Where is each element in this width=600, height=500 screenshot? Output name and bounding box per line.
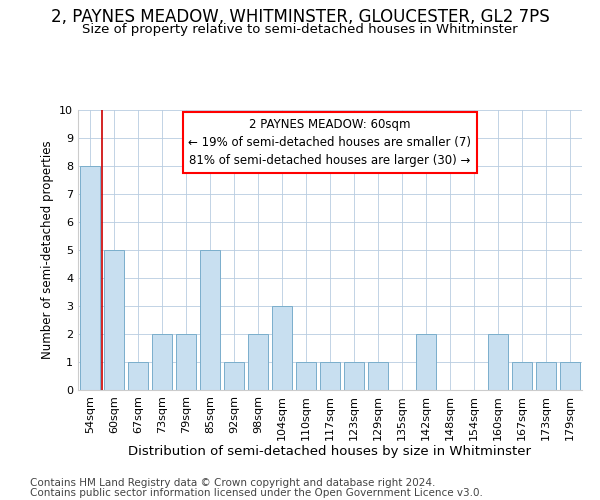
Bar (416, 334, 436, 390)
Bar (344, 362, 364, 390)
Text: 2 PAYNES MEADOW: 60sqm
← 19% of semi-detached houses are smaller (7)
81% of semi: 2 PAYNES MEADOW: 60sqm ← 19% of semi-det… (188, 118, 472, 168)
Bar (320, 362, 340, 390)
Bar (104, 250, 124, 390)
Text: Contains HM Land Registry data © Crown copyright and database right 2024.: Contains HM Land Registry data © Crown c… (30, 478, 436, 488)
Bar (272, 306, 292, 390)
Bar (248, 334, 268, 390)
Text: 2, PAYNES MEADOW, WHITMINSTER, GLOUCESTER, GL2 7PS: 2, PAYNES MEADOW, WHITMINSTER, GLOUCESTE… (50, 8, 550, 26)
Bar (224, 362, 244, 390)
Y-axis label: Number of semi-detached properties: Number of semi-detached properties (41, 140, 53, 360)
Bar (128, 362, 148, 390)
Bar (200, 250, 220, 390)
Bar (536, 362, 556, 390)
Bar (176, 334, 196, 390)
Bar (560, 362, 580, 390)
Bar (368, 362, 388, 390)
Text: Size of property relative to semi-detached houses in Whitminster: Size of property relative to semi-detach… (82, 22, 518, 36)
Bar (512, 362, 532, 390)
X-axis label: Distribution of semi-detached houses by size in Whitminster: Distribution of semi-detached houses by … (128, 446, 532, 458)
Bar (80, 166, 100, 390)
Bar (152, 334, 172, 390)
Bar (488, 334, 508, 390)
Bar (296, 362, 316, 390)
Text: Contains public sector information licensed under the Open Government Licence v3: Contains public sector information licen… (30, 488, 483, 498)
